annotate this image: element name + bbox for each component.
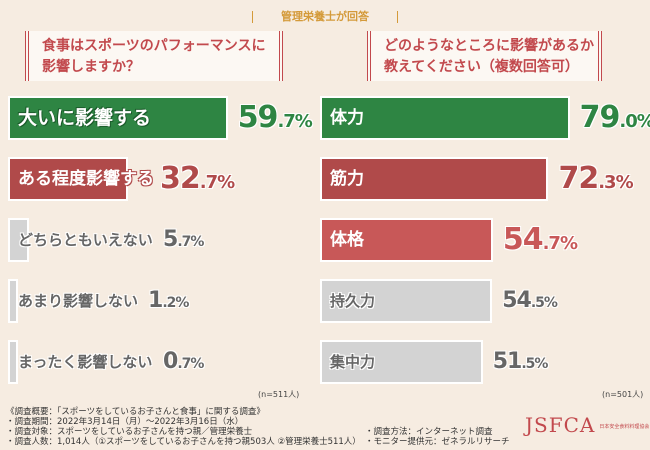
jsfca-logo: JSFCA 日本安全食料料理協会 — [525, 413, 649, 437]
bar-label: まったく影響しない — [18, 353, 153, 371]
bar-label: 体格 — [330, 230, 364, 250]
data-label: 59.7% — [237, 100, 313, 135]
data-label: 79.0% — [579, 100, 650, 135]
data-label: 51.5% — [492, 349, 549, 374]
bar — [8, 218, 29, 262]
bar-label: 体力 — [330, 108, 364, 128]
bar-label: どちらともいえない — [18, 231, 153, 249]
footer-line: 《調査概要：「スポーツをしているお子さんと食事」に関する調査》 — [6, 407, 265, 417]
bar-label: ある程度影響する — [18, 169, 154, 189]
footer-method: ・調査方法：インターネット調査 — [365, 427, 493, 437]
bar-label: 大いに影響する — [18, 107, 152, 129]
bar — [320, 218, 493, 262]
question-left-line2: 影響しますか？ — [42, 59, 140, 75]
bar-label: 筋力 — [330, 169, 364, 189]
bar — [320, 340, 483, 384]
question-right-line2: 教えてください（複数回答可） — [384, 59, 579, 75]
footer-line: ・調査期間：2022年3月14日（月）～2022年3月16日（水） — [6, 417, 244, 427]
footer-provider: ・モニター提供元：ゼネラルリサーチ — [365, 437, 510, 447]
sample-note-right: (n=501人) — [602, 390, 644, 399]
bar — [320, 96, 570, 140]
bar — [8, 340, 18, 384]
question-right-line1: どのようなところに影響があるか — [384, 38, 594, 54]
survey-summary: 《調査概要：「スポーツをしているお子さんと食事」に関する調査》 ・調査期間：202… — [6, 407, 361, 447]
data-label: 32.7% — [160, 161, 235, 196]
survey-method: ・調査方法：インターネット調査 ・モニター提供元：ゼネラルリサーチ — [365, 427, 510, 447]
footer-line: ・調査人数：1,014人（①スポーツをしているお子さんを持つ親503人 ②管理栄… — [6, 437, 361, 447]
bar-label: 持久力 — [330, 292, 376, 310]
bar — [320, 157, 549, 201]
logo-text: JSFCA — [525, 413, 596, 437]
bar-label: あまり影響しない — [18, 292, 139, 310]
bar — [320, 279, 493, 323]
bar — [8, 157, 129, 201]
header-title: 管理栄養士が回答 — [281, 10, 369, 23]
logo-subtext: 日本安全食料料理協会 — [599, 424, 650, 430]
bar — [8, 96, 228, 140]
data-label: 72.3% — [558, 161, 633, 196]
data-label: 5.7% — [163, 227, 204, 252]
data-label: 54.5% — [502, 288, 558, 313]
question-right: どのようなところに影響があるか 教えてください（複数回答可） — [367, 31, 602, 81]
bar-label: 集中力 — [330, 353, 376, 371]
question-left: 食事はスポーツのパフォーマンスに 影響しますか？ — [25, 31, 283, 81]
question-left-line1: 食事はスポーツのパフォーマンスに — [42, 38, 266, 54]
data-label: 0.7% — [163, 349, 204, 374]
data-label: 54.7% — [502, 222, 578, 257]
header: 管理栄養士が回答 — [0, 8, 650, 24]
data-label: 1.2% — [148, 288, 189, 313]
bar — [8, 279, 18, 323]
sample-note-left: (n=511人) — [258, 390, 300, 399]
footer-line: ・調査対象：スポーツをしているお子さんを持つ親／管理栄養士 — [6, 427, 253, 437]
